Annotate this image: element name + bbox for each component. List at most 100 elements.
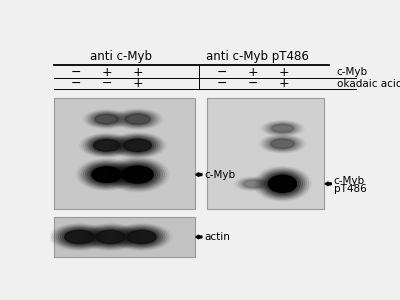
- Text: −: −: [248, 77, 258, 90]
- Ellipse shape: [127, 230, 156, 244]
- Ellipse shape: [262, 172, 303, 196]
- Ellipse shape: [118, 111, 158, 127]
- Ellipse shape: [114, 224, 170, 249]
- Bar: [54, 98, 195, 209]
- Ellipse shape: [266, 174, 298, 194]
- Ellipse shape: [56, 226, 103, 248]
- Text: −: −: [101, 77, 112, 90]
- Ellipse shape: [94, 230, 127, 244]
- Text: −: −: [70, 77, 81, 90]
- Ellipse shape: [96, 230, 125, 244]
- Ellipse shape: [120, 165, 155, 184]
- Ellipse shape: [93, 140, 120, 151]
- Ellipse shape: [78, 160, 134, 189]
- FancyArrow shape: [196, 235, 202, 239]
- Ellipse shape: [265, 122, 300, 135]
- Text: okadaic acid: okadaic acid: [337, 79, 400, 89]
- Text: −: −: [217, 77, 227, 90]
- Ellipse shape: [82, 224, 138, 249]
- Ellipse shape: [115, 136, 160, 155]
- Ellipse shape: [237, 178, 269, 190]
- Ellipse shape: [258, 169, 307, 199]
- Text: c-Myb: c-Myb: [337, 67, 368, 77]
- Ellipse shape: [92, 167, 121, 182]
- Ellipse shape: [256, 168, 309, 200]
- Text: +: +: [279, 66, 289, 79]
- Ellipse shape: [108, 158, 167, 191]
- Ellipse shape: [271, 139, 294, 148]
- Ellipse shape: [120, 227, 163, 247]
- Ellipse shape: [93, 140, 120, 151]
- Ellipse shape: [116, 226, 167, 248]
- Ellipse shape: [65, 230, 94, 244]
- Ellipse shape: [272, 124, 293, 132]
- Ellipse shape: [125, 114, 150, 124]
- Ellipse shape: [95, 115, 118, 124]
- Text: −: −: [70, 66, 81, 79]
- Ellipse shape: [81, 161, 132, 188]
- Bar: [206, 98, 324, 209]
- Ellipse shape: [238, 178, 268, 189]
- Text: anti c-Myb: anti c-Myb: [90, 50, 152, 62]
- Ellipse shape: [124, 230, 158, 244]
- Ellipse shape: [244, 180, 262, 187]
- Ellipse shape: [88, 112, 125, 127]
- Ellipse shape: [85, 226, 136, 248]
- Ellipse shape: [118, 164, 158, 186]
- Ellipse shape: [120, 112, 156, 126]
- Ellipse shape: [262, 136, 303, 152]
- Ellipse shape: [58, 227, 101, 247]
- Ellipse shape: [244, 180, 262, 187]
- Ellipse shape: [123, 113, 152, 125]
- Ellipse shape: [120, 137, 156, 153]
- Ellipse shape: [268, 176, 296, 192]
- Ellipse shape: [267, 138, 298, 150]
- Ellipse shape: [111, 134, 164, 157]
- Ellipse shape: [127, 230, 156, 244]
- Ellipse shape: [92, 113, 122, 125]
- Ellipse shape: [267, 123, 298, 134]
- Ellipse shape: [91, 229, 130, 245]
- Ellipse shape: [116, 110, 159, 128]
- Ellipse shape: [266, 137, 299, 151]
- Ellipse shape: [260, 170, 305, 197]
- Bar: [54, 217, 195, 257]
- Ellipse shape: [122, 113, 154, 126]
- Ellipse shape: [92, 139, 122, 152]
- Ellipse shape: [118, 226, 165, 248]
- Text: actin: actin: [204, 232, 230, 242]
- Ellipse shape: [264, 173, 301, 195]
- Ellipse shape: [85, 164, 128, 186]
- Ellipse shape: [240, 179, 266, 189]
- Text: +: +: [279, 77, 289, 90]
- Ellipse shape: [88, 137, 126, 154]
- Ellipse shape: [90, 112, 124, 126]
- Ellipse shape: [122, 138, 154, 152]
- Ellipse shape: [87, 226, 134, 248]
- Ellipse shape: [93, 114, 120, 124]
- Ellipse shape: [83, 162, 130, 187]
- Text: +: +: [101, 66, 112, 79]
- Ellipse shape: [122, 229, 160, 245]
- Ellipse shape: [84, 135, 130, 155]
- Ellipse shape: [90, 166, 124, 184]
- Ellipse shape: [110, 160, 165, 189]
- Ellipse shape: [122, 166, 153, 183]
- Ellipse shape: [114, 110, 161, 129]
- Ellipse shape: [272, 124, 293, 132]
- Text: pT486: pT486: [334, 184, 366, 194]
- Ellipse shape: [268, 123, 297, 134]
- Ellipse shape: [60, 229, 98, 245]
- Text: c-Myb: c-Myb: [334, 176, 365, 186]
- Ellipse shape: [92, 167, 121, 182]
- Text: −: −: [217, 66, 227, 79]
- Ellipse shape: [113, 161, 162, 188]
- Ellipse shape: [124, 139, 152, 152]
- Ellipse shape: [122, 166, 153, 183]
- Ellipse shape: [113, 135, 162, 156]
- FancyArrow shape: [196, 173, 202, 176]
- Ellipse shape: [264, 122, 302, 135]
- Ellipse shape: [86, 136, 128, 155]
- Ellipse shape: [269, 139, 296, 149]
- Ellipse shape: [96, 230, 125, 244]
